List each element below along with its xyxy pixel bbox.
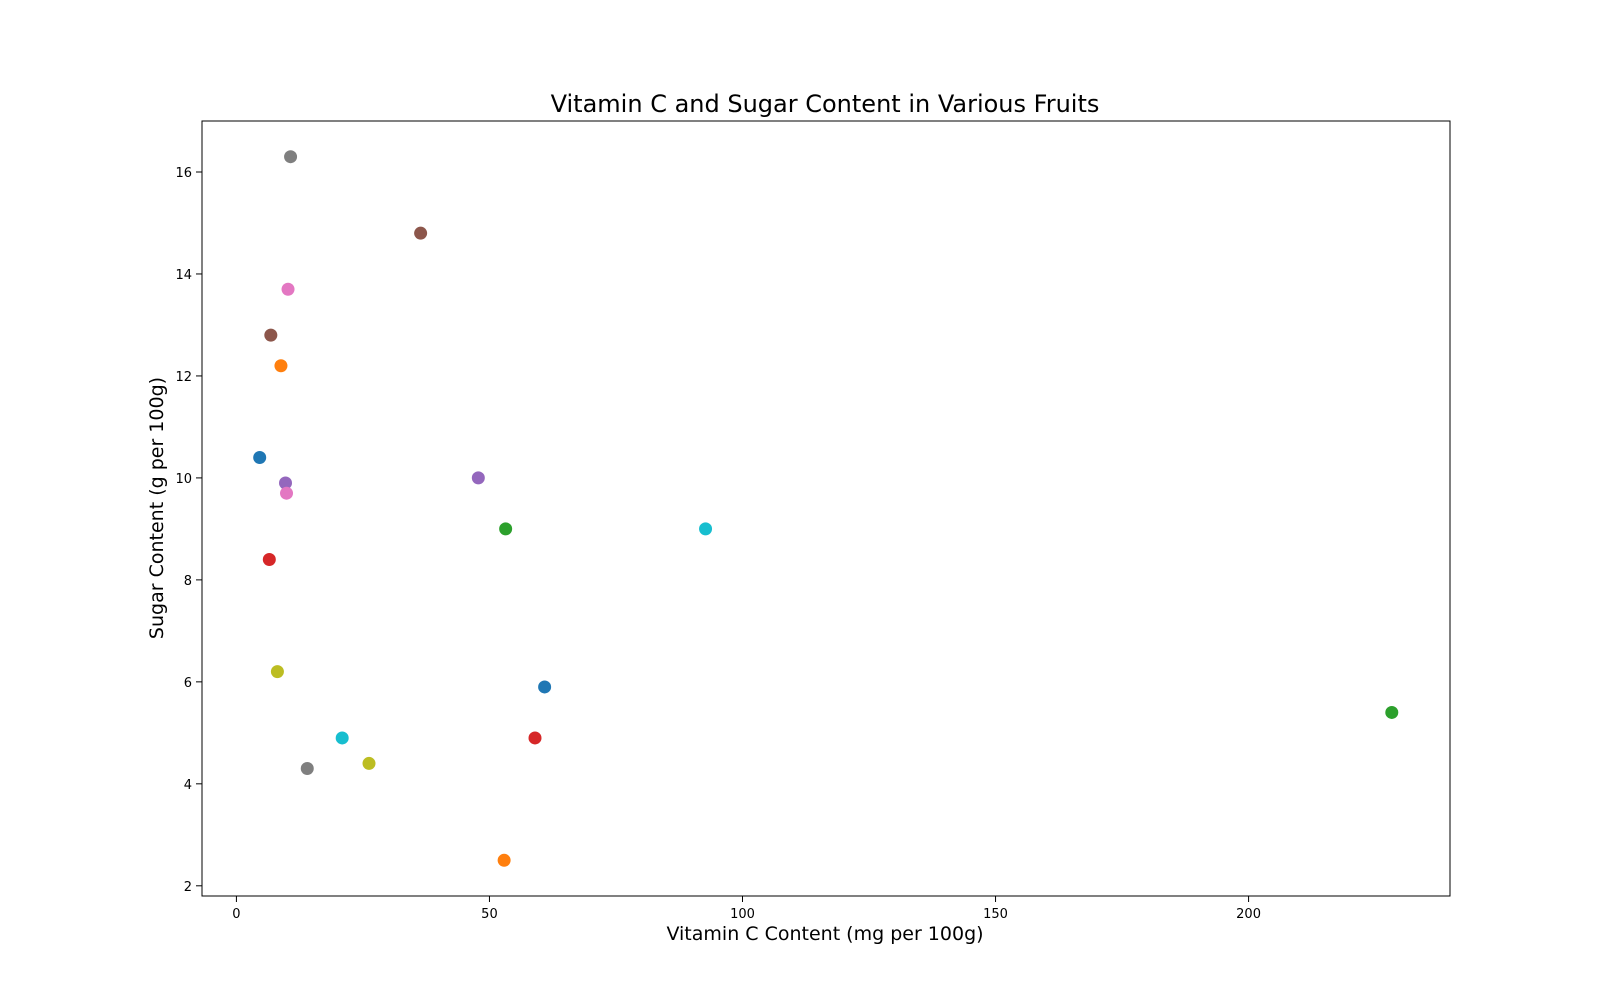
data-point-3 xyxy=(1385,705,1399,719)
data-point-5 xyxy=(279,476,293,490)
data-point-4 xyxy=(262,552,276,566)
data-point-2 xyxy=(274,359,288,373)
x-axis-label: Vitamin C Content (mg per 100g) xyxy=(666,923,983,945)
data-point-15 xyxy=(471,471,485,485)
y-tick-label: 14 xyxy=(175,268,192,283)
data-point-18 xyxy=(284,150,298,164)
y-tick-label: 12 xyxy=(175,370,192,385)
x-tick-label: 100 xyxy=(730,907,755,922)
x-tick-label: 50 xyxy=(481,907,498,922)
x-axis: 0 50 100 150 200 xyxy=(232,896,1261,922)
y-tick-label: 16 xyxy=(175,166,192,181)
x-tick-label: 200 xyxy=(1236,907,1261,922)
data-point-10 xyxy=(335,731,349,745)
y-tick-label: 6 xyxy=(184,676,192,691)
data-point-1 xyxy=(253,451,267,465)
data-point-6 xyxy=(264,328,278,342)
data-point-17 xyxy=(281,282,295,296)
y-tick-label: 8 xyxy=(184,574,192,589)
data-point-11 xyxy=(538,680,552,694)
chart-title: Vitamin C and Sugar Content in Various F… xyxy=(551,90,1100,118)
data-point-16 xyxy=(414,226,428,240)
plot-area-frame xyxy=(201,120,1451,897)
data-point-19 xyxy=(362,756,376,770)
data-point-13 xyxy=(499,522,513,536)
data-point-8 xyxy=(300,762,314,776)
x-tick-label: 150 xyxy=(983,907,1008,922)
data-point-9 xyxy=(270,665,284,679)
data-point-14 xyxy=(528,731,542,745)
data-points xyxy=(253,150,1399,867)
x-tick-label: 0 xyxy=(232,907,240,922)
data-point-7 xyxy=(280,486,294,500)
y-tick-label: 10 xyxy=(175,472,192,487)
data-point-12 xyxy=(497,853,511,867)
y-axis: 2 4 6 8 10 12 14 16 xyxy=(175,166,202,895)
data-point-20 xyxy=(699,522,713,536)
y-tick-label: 4 xyxy=(184,778,192,793)
y-axis-label: Sugar Content (g per 100g) xyxy=(146,377,168,639)
y-tick-label: 2 xyxy=(184,880,192,895)
